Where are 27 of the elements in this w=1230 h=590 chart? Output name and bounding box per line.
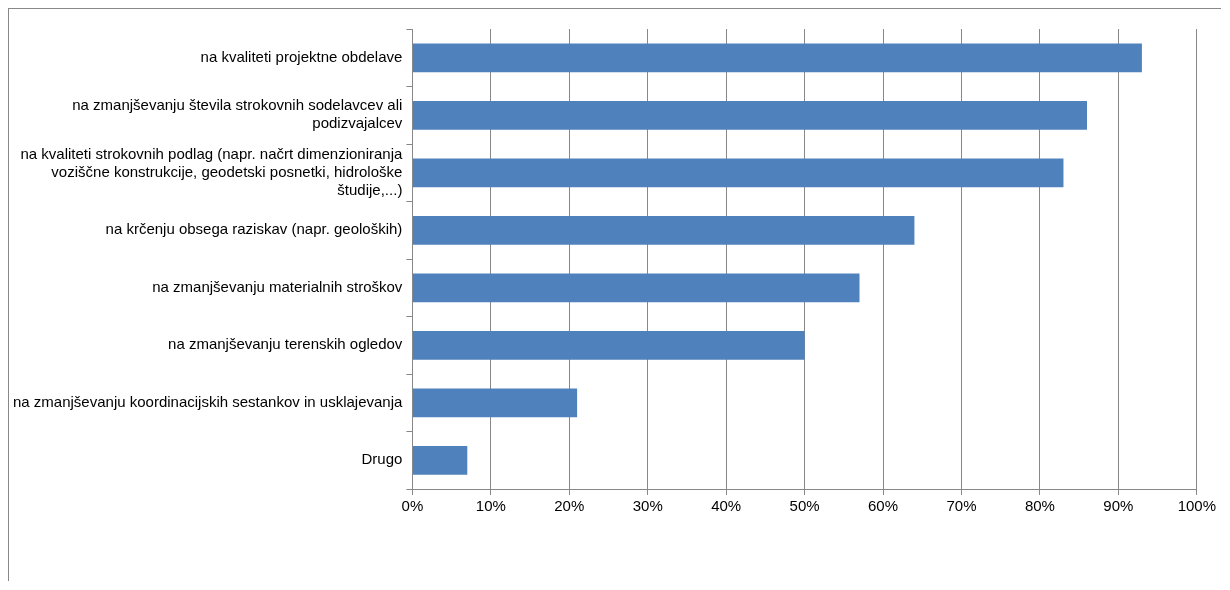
y-tick-label: na zmanjševanju koordinacijskih sestankov in usklajevanja [12,392,404,410]
y-tick-label: na zmanjševanju materialnih stroškov [152,277,403,295]
x-tick-label: 40% [711,497,742,515]
y-tick-label: Drugo [361,450,403,468]
y-tick-label: na kvaliteti strokovnih podlag (napr. načrt dimenzioniranja voziščne konstrukcije, geodetski posnetki, hidrološke študije,...) [20,144,404,198]
x-tick-label: 10% [475,497,506,515]
bar [412,445,468,475]
bar [412,330,805,360]
y-tick-label: na zmanjševanju terenskih ogledov [168,335,403,353]
x-tick-label: 90% [1103,497,1134,515]
bar [412,158,1064,188]
bar [412,273,860,303]
x-tick-label: 80% [1024,497,1055,515]
x-tick-label: 30% [632,497,663,515]
x-tick-label: 60% [868,497,899,515]
x-tick-label: 20% [554,497,585,515]
x-tick-label: 100% [1177,497,1217,515]
y-tick-label: na zmanjševanju števila strokovnih sodelavcev ali podizvajalcev [72,96,403,132]
x-tick-label: 0% [401,497,424,515]
bar [412,43,1142,73]
y-tick-label: na kvaliteti projektne obdelave [200,47,403,65]
bar [412,100,1087,130]
x-tick-label: 50% [789,497,820,515]
y-tick-label: na krčenju obsega raziskav (napr. geoloških) [105,220,403,238]
bar [412,388,578,418]
bar [412,215,915,245]
x-tick-label: 70% [946,497,977,515]
